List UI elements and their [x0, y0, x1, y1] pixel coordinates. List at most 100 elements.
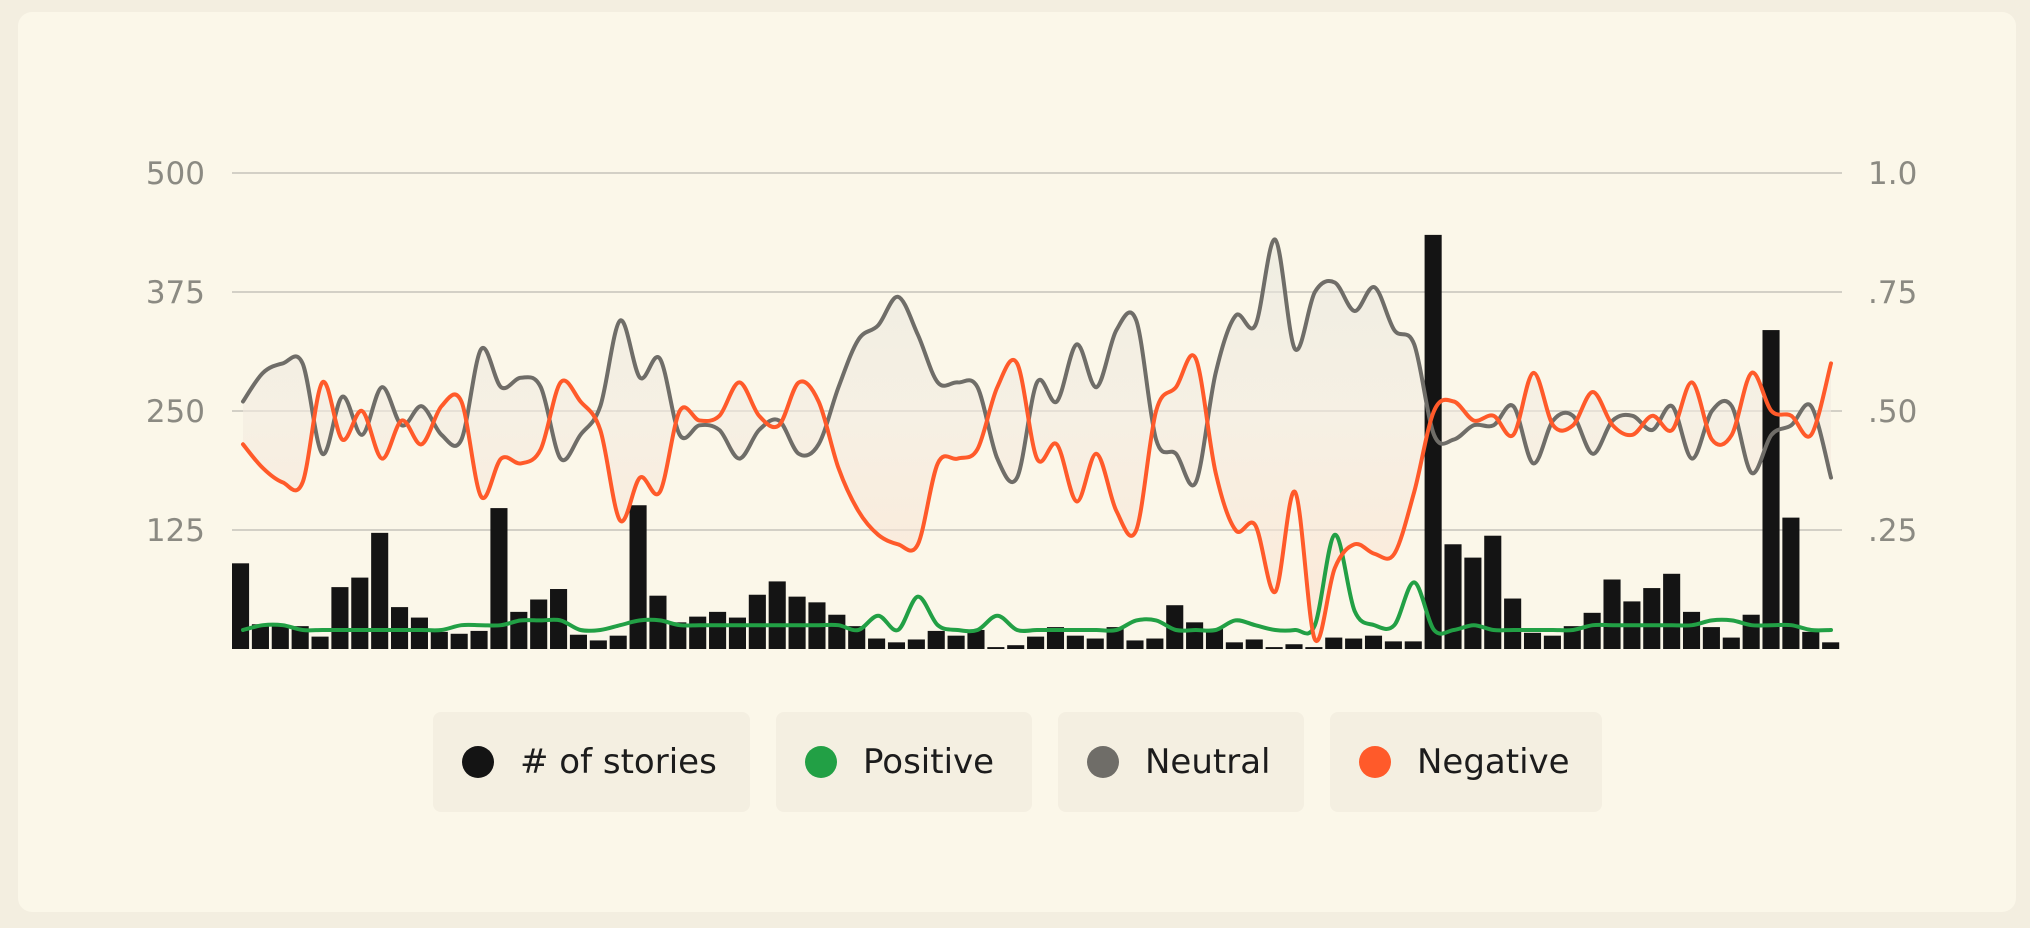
- stories-bar: [1225, 642, 1243, 649]
- stories-bar: [1523, 632, 1542, 649]
- stories-bar: [1205, 629, 1224, 649]
- stories-bar: [887, 642, 906, 649]
- y-tick-label: 500: [146, 156, 205, 192]
- stories-bar: [1086, 638, 1104, 649]
- stories-bar: [1484, 535, 1502, 649]
- stories-bar: [1384, 641, 1402, 649]
- stories-bar: [868, 638, 886, 649]
- stories-bar: [1066, 635, 1084, 649]
- stories-bar: [1822, 642, 1840, 649]
- stories-bar: [510, 611, 528, 649]
- stories-bar: [987, 647, 1005, 649]
- legend-dot-neutral: [1087, 746, 1119, 778]
- stories-bar: [1126, 640, 1144, 649]
- stories-bar: [1245, 639, 1263, 649]
- stories-bar: [907, 639, 925, 649]
- stories-bar: [589, 640, 607, 649]
- legend-label-stories: # of stories: [520, 742, 717, 782]
- stories-bar: [1742, 614, 1760, 649]
- stories-bar: [251, 624, 269, 649]
- stories-bar: [410, 617, 428, 649]
- stories-bar: [788, 596, 806, 649]
- legend-dot-negative: [1359, 746, 1391, 778]
- neutral-negative-band: [243, 239, 1831, 642]
- y-tick-label: 375: [146, 275, 205, 311]
- y2-tick-label: 1.0: [1868, 156, 1917, 192]
- stories-bar: [609, 635, 627, 649]
- stories-bar: [728, 617, 746, 649]
- stories-bar: [1007, 645, 1025, 649]
- stories-bar: [1285, 644, 1303, 649]
- stories-bar: [709, 611, 727, 649]
- stories-bar: [1444, 544, 1462, 649]
- legend-item-positive[interactable]: Positive: [776, 712, 1032, 812]
- stories-bar: [1643, 588, 1661, 649]
- stories-bar: [1603, 579, 1621, 649]
- axis-ticks: 125 250 375 500 .25 .50 .75 1.0: [146, 156, 1917, 549]
- stories-bar: [828, 614, 846, 649]
- stories-bar: [1702, 627, 1720, 649]
- stories-bar: [1345, 638, 1363, 649]
- stories-bar: [629, 505, 647, 649]
- stories-bar: [669, 622, 687, 649]
- stories-bar: [848, 626, 866, 649]
- stories-bar: [1782, 517, 1800, 649]
- stories-bar: [1166, 605, 1184, 649]
- stories-bar: [1663, 573, 1681, 649]
- y2-tick-label: .25: [1868, 513, 1917, 549]
- grid-lines: [232, 172, 1842, 531]
- negative-line: [241, 353, 1833, 644]
- stories-bar: [311, 636, 329, 649]
- stories-bar: [470, 630, 488, 649]
- stories-bar: [1146, 638, 1164, 649]
- stories-bar: [1046, 627, 1065, 649]
- stories-bar: [1682, 611, 1701, 649]
- stories-bar: [1404, 641, 1422, 649]
- stories-bar: [967, 629, 985, 649]
- stories-bar: [351, 577, 369, 649]
- stories-bar: [1464, 557, 1482, 649]
- stories-bar: [331, 587, 349, 649]
- legend-label-negative: Negative: [1417, 742, 1570, 782]
- neutral-line: [241, 237, 1833, 488]
- stories-bar: [649, 595, 667, 649]
- stories-bar: [371, 532, 389, 649]
- stories-bar: [748, 594, 766, 649]
- stories-bar: [1305, 647, 1323, 649]
- stories-bar: [1722, 637, 1740, 649]
- legend-dot-stories: [462, 746, 494, 778]
- sentiment-lines: [241, 237, 1833, 644]
- stories-bar: [689, 616, 707, 649]
- stories-bar: [1583, 612, 1601, 649]
- legend-item-neutral[interactable]: Neutral: [1058, 712, 1304, 812]
- y-tick-label: 125: [146, 513, 205, 549]
- y2-tick-label: .75: [1868, 275, 1917, 311]
- stories-bar: [450, 633, 468, 649]
- legend-item-stories[interactable]: # of stories: [433, 712, 750, 812]
- legend-item-negative[interactable]: Negative: [1330, 712, 1602, 812]
- stories-bar: [490, 508, 508, 649]
- stories-bar: [1027, 636, 1045, 649]
- positive-line: [241, 532, 1833, 636]
- stories-bar: [927, 630, 945, 649]
- stories-bar: [1543, 635, 1561, 649]
- stories-bar: [1762, 330, 1780, 649]
- legend-label-neutral: Neutral: [1145, 742, 1271, 782]
- stories-bar: [1325, 637, 1343, 649]
- sentiment-band: [243, 239, 1831, 642]
- stories-bar: [768, 581, 786, 649]
- stories-bar: [271, 625, 289, 649]
- stories-bar: [1186, 622, 1204, 649]
- stories-bar: [1265, 647, 1283, 649]
- legend-dot-positive: [805, 746, 837, 778]
- stories-bar: [1802, 631, 1820, 649]
- stories-bar: [430, 631, 448, 649]
- stories-bar: [1504, 598, 1522, 649]
- y2-tick-label: .50: [1868, 394, 1917, 430]
- stories-bar: [1364, 635, 1383, 649]
- stories-bar: [569, 634, 587, 649]
- stories-bar: [947, 635, 965, 649]
- stories-bar: [232, 563, 250, 649]
